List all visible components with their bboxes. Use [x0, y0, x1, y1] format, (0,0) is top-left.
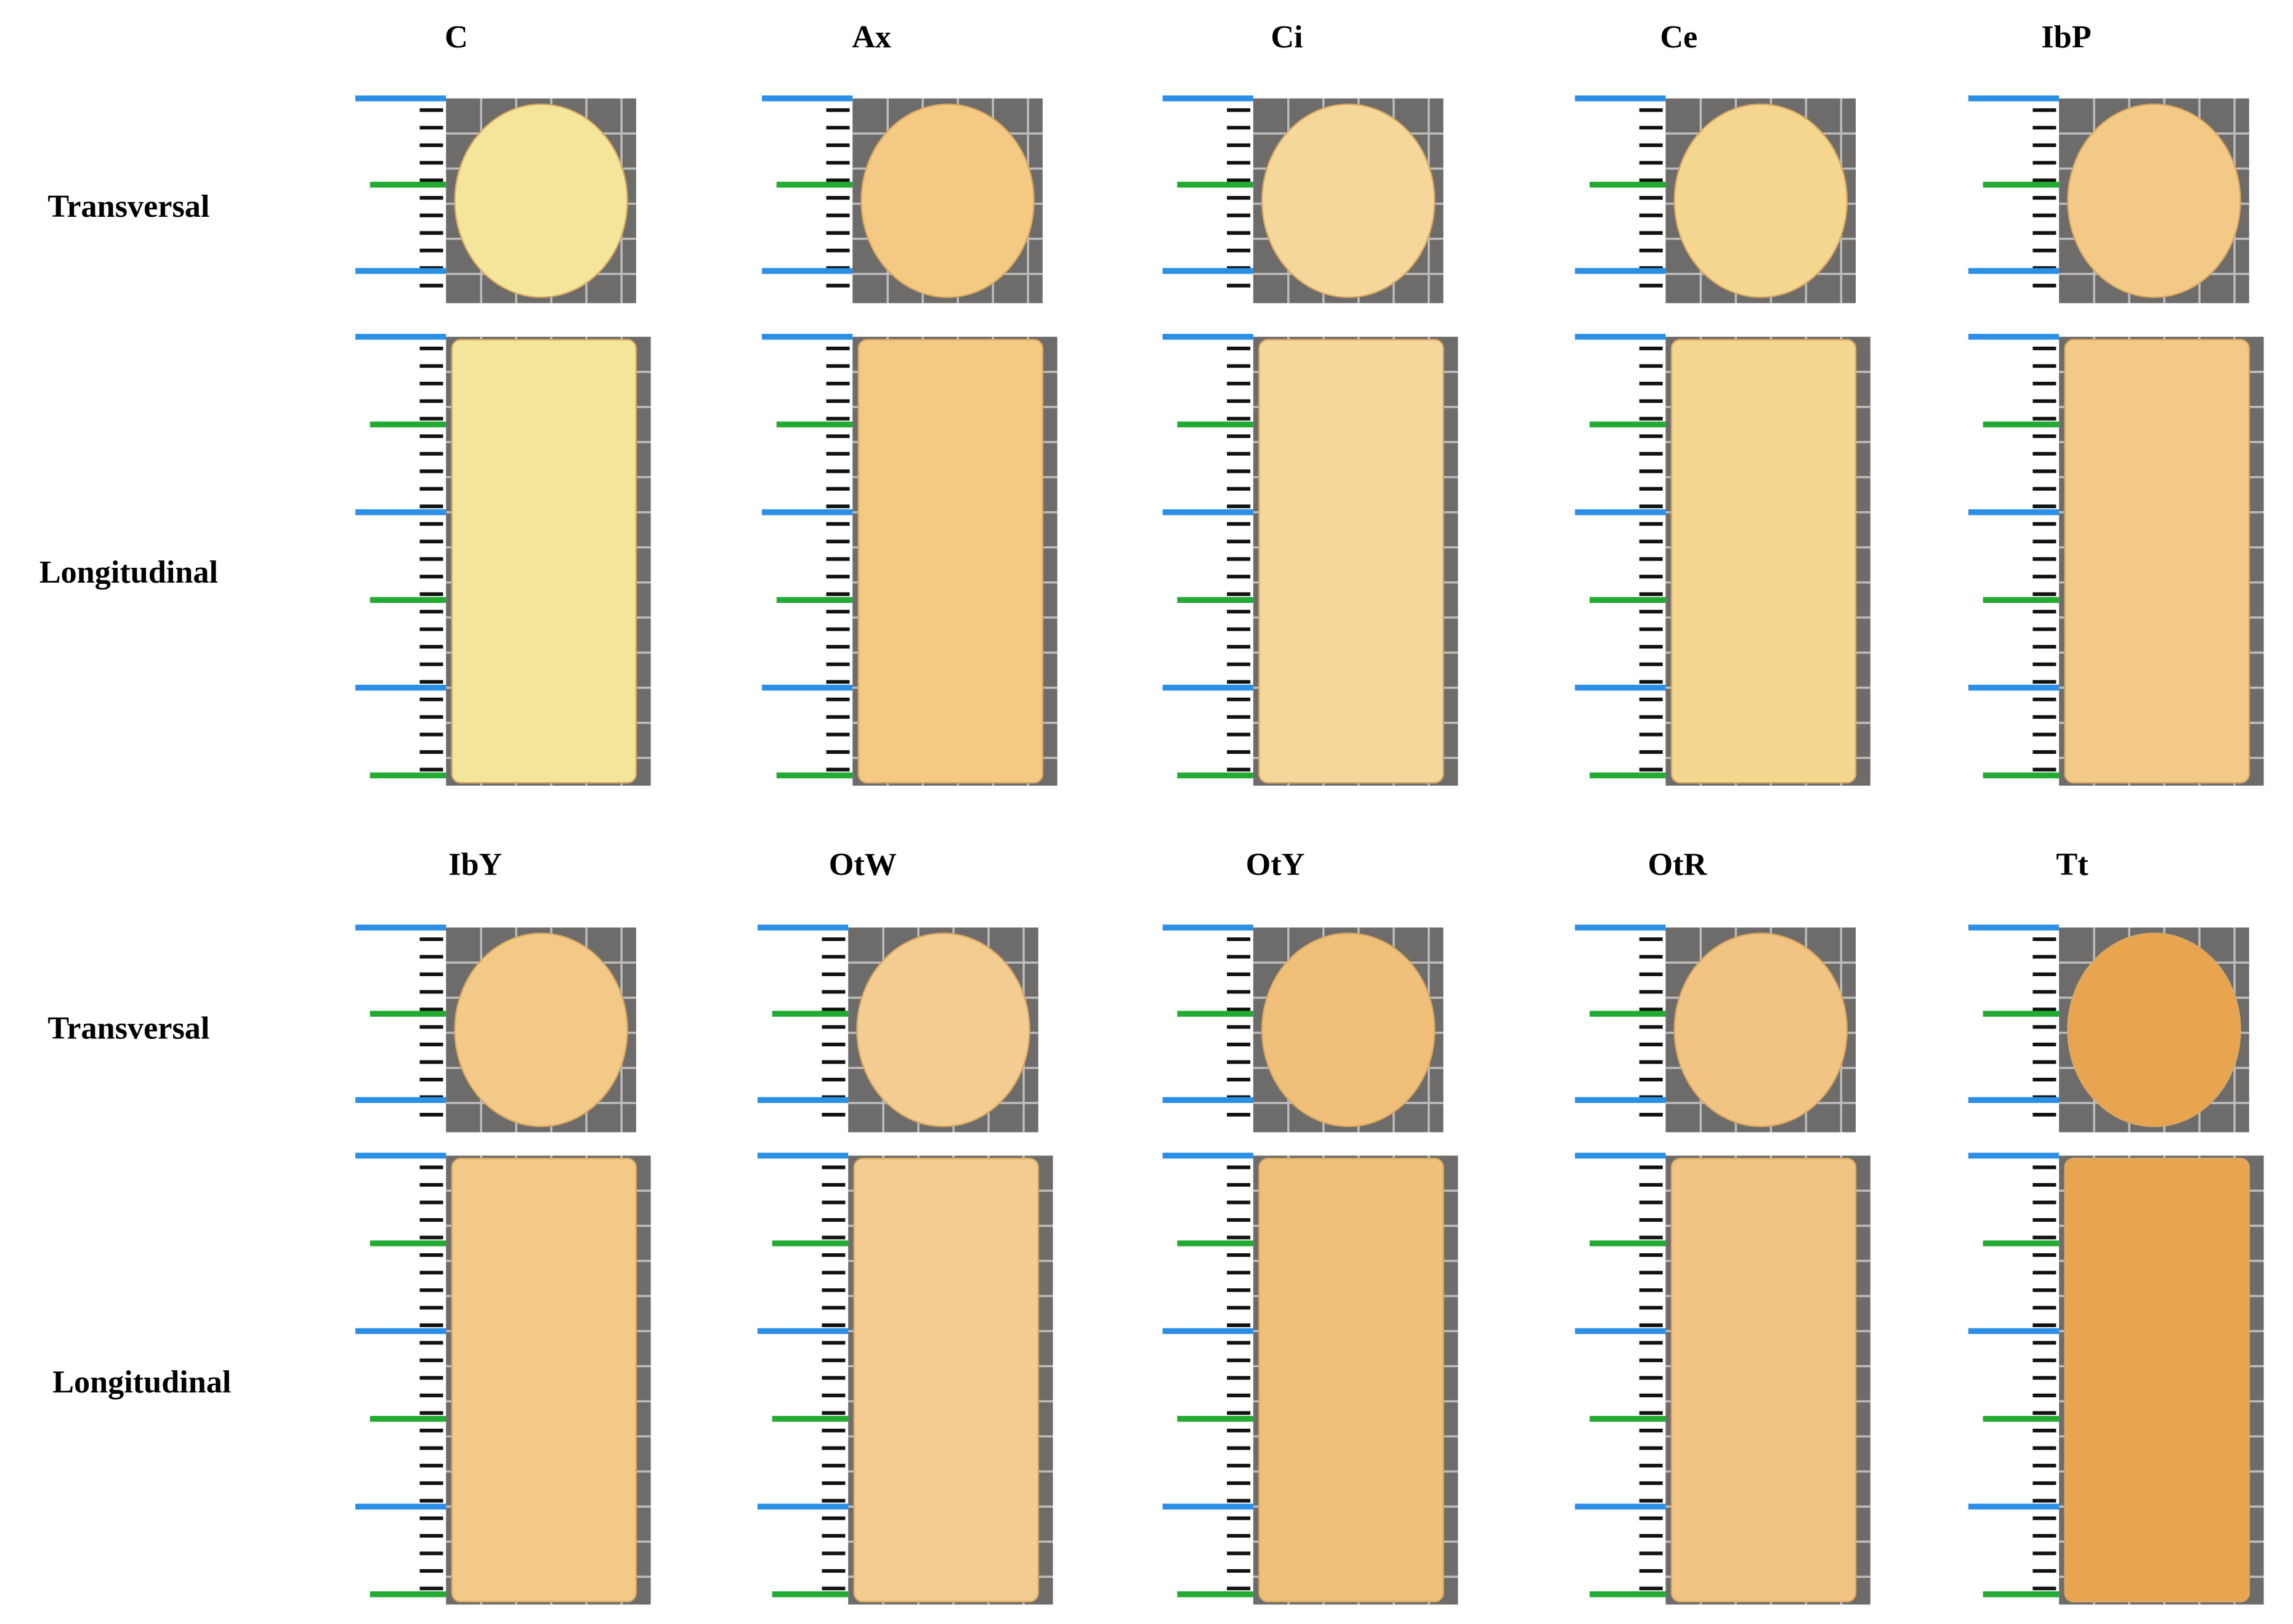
sample [451, 1158, 637, 1602]
column-label: Tt [2056, 847, 2089, 883]
sample [2064, 1158, 2250, 1602]
column-label: Ce [1660, 19, 1697, 55]
row-label: Transversal [47, 188, 209, 224]
sample [857, 339, 1044, 784]
column-label: Ax [852, 19, 891, 55]
row-label: Longitudinal [39, 554, 218, 590]
column-label: C [445, 19, 468, 55]
sample [1258, 1158, 1444, 1602]
sample [1261, 103, 1436, 298]
column-label: OtR [1648, 847, 1708, 883]
sample [1670, 1158, 1857, 1602]
sample [454, 103, 628, 298]
column-label: IbY [448, 847, 502, 883]
sample [2064, 339, 2250, 784]
sample [1673, 103, 1848, 298]
sample [853, 1158, 1039, 1602]
row-label: Longitudinal [52, 1364, 231, 1400]
sample [1261, 932, 1436, 1128]
column-label: Ci [1271, 19, 1303, 55]
column-label: OtY [1246, 847, 1305, 883]
sample [2067, 103, 2241, 298]
sample [451, 339, 637, 784]
row-label: Transversal [47, 1011, 209, 1046]
sample [1258, 339, 1444, 784]
sample [454, 932, 628, 1128]
column-label: IbP [2041, 19, 2091, 55]
sample [2067, 932, 2241, 1128]
sample [856, 932, 1030, 1128]
sample [1673, 932, 1848, 1128]
column-label: OtW [829, 847, 897, 883]
sample [1670, 339, 1857, 784]
sample [860, 103, 1035, 298]
